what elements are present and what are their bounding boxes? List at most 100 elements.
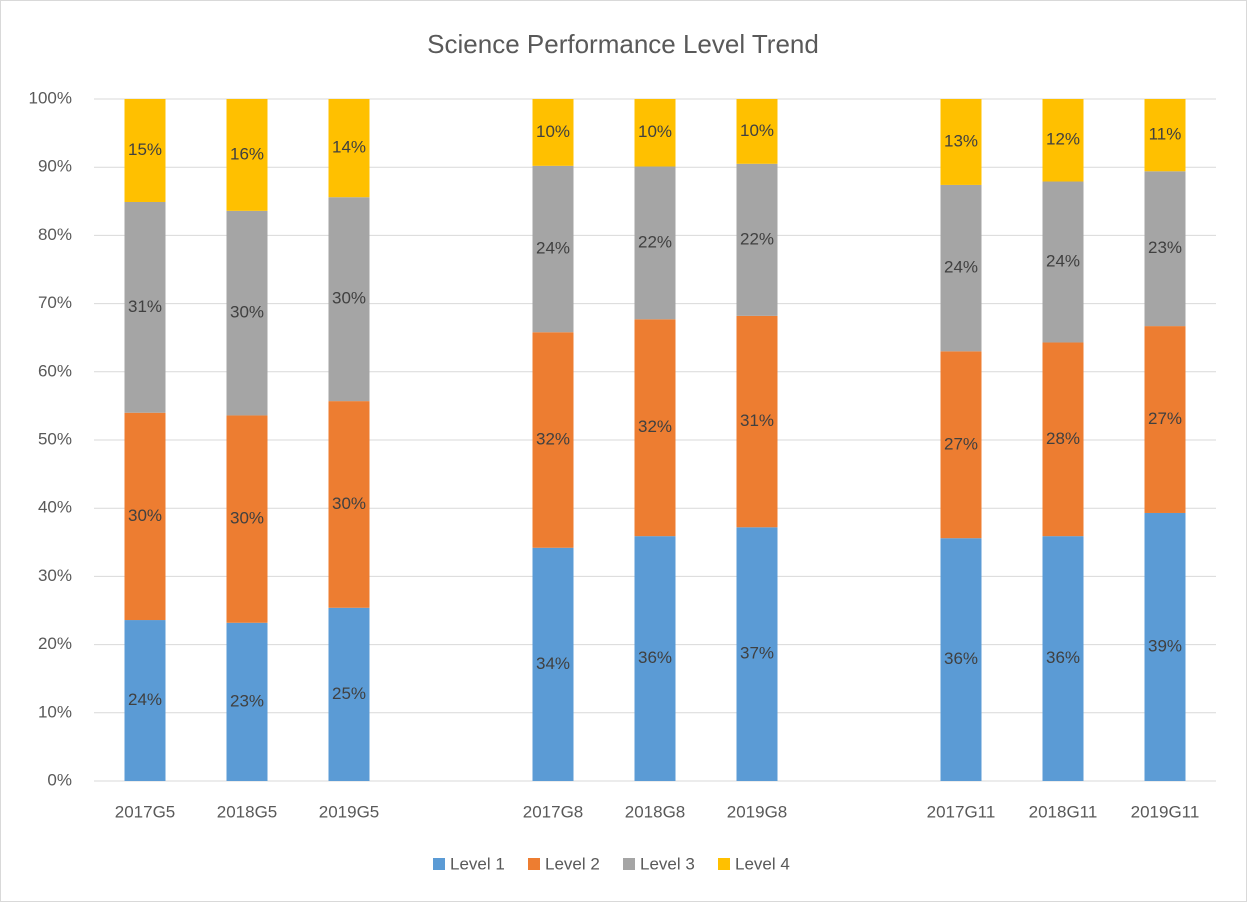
data-label: 15% xyxy=(128,140,162,159)
bar-segment xyxy=(124,620,166,781)
legend-label: Level 4 xyxy=(735,854,790,873)
data-label: 14% xyxy=(332,138,366,157)
data-label: 30% xyxy=(128,506,162,525)
bar-segment xyxy=(328,197,370,402)
bar-segment xyxy=(226,210,268,416)
bar-segment xyxy=(226,99,268,211)
data-label: 10% xyxy=(536,122,570,141)
legend-label: Level 3 xyxy=(640,854,695,873)
bar-segment xyxy=(328,607,370,781)
bar-segment xyxy=(532,99,574,166)
data-label: 30% xyxy=(332,289,366,308)
data-label: 12% xyxy=(1046,130,1080,149)
data-label: 27% xyxy=(944,434,978,453)
data-label: 36% xyxy=(944,649,978,668)
data-label: 27% xyxy=(1148,409,1182,428)
data-label: 23% xyxy=(230,691,264,710)
legend-swatch xyxy=(528,858,540,870)
bar-segment xyxy=(532,165,574,333)
y-tick-label: 90% xyxy=(38,157,72,176)
data-label: 10% xyxy=(740,121,774,140)
bar-segment xyxy=(1042,342,1084,537)
data-label: 37% xyxy=(740,644,774,663)
bar-segment xyxy=(328,99,370,198)
bar-segment xyxy=(1144,326,1186,513)
bar-segment xyxy=(124,412,166,621)
data-label: 31% xyxy=(740,411,774,430)
data-label: 30% xyxy=(230,509,264,528)
y-tick-label: 30% xyxy=(38,566,72,585)
x-tick-label: 2017G5 xyxy=(115,802,176,821)
x-tick-label: 2018G11 xyxy=(1029,802,1098,821)
data-label: 24% xyxy=(944,258,978,277)
chart-title: Science Performance Level Trend xyxy=(427,29,819,59)
data-label: 23% xyxy=(1148,238,1182,257)
legend-swatch xyxy=(433,858,445,870)
bar-segment xyxy=(940,184,982,352)
bar-segment xyxy=(634,99,676,167)
bar-segment xyxy=(940,99,982,185)
bar-segment xyxy=(634,536,676,781)
bar-segment xyxy=(736,163,778,316)
y-tick-label: 40% xyxy=(38,498,72,517)
bar-segment xyxy=(634,319,676,537)
y-tick-label: 80% xyxy=(38,225,72,244)
bar-segment xyxy=(1144,99,1186,172)
legend-swatch xyxy=(718,858,730,870)
bar-segment xyxy=(940,538,982,781)
x-tick-label: 2018G8 xyxy=(625,802,686,821)
x-tick-label: 2019G8 xyxy=(727,802,788,821)
data-label: 10% xyxy=(638,122,672,141)
data-label: 28% xyxy=(1046,429,1080,448)
data-label: 36% xyxy=(1046,648,1080,667)
x-tick-label: 2017G8 xyxy=(523,802,584,821)
bar-segment xyxy=(736,527,778,781)
bar-segment xyxy=(1144,512,1186,781)
y-tick-label: 50% xyxy=(38,429,72,448)
bar-segment xyxy=(1144,171,1186,327)
y-tick-label: 60% xyxy=(38,361,72,380)
bar-segment xyxy=(1042,99,1084,182)
data-label: 13% xyxy=(944,131,978,150)
bar-segment xyxy=(1042,181,1084,343)
x-tick-label: 2017G11 xyxy=(927,802,996,821)
bar-segment xyxy=(1042,536,1084,781)
bar-segment xyxy=(532,332,574,548)
bar-segment xyxy=(634,166,676,320)
bar-segment xyxy=(124,201,166,413)
legend-label: Level 1 xyxy=(450,854,505,873)
data-label: 32% xyxy=(638,417,672,436)
data-label: 39% xyxy=(1148,636,1182,655)
data-label: 25% xyxy=(332,684,366,703)
legend-swatch xyxy=(623,858,635,870)
y-tick-label: 100% xyxy=(29,88,72,107)
bar-segment xyxy=(124,99,166,202)
y-tick-label: 10% xyxy=(38,702,72,721)
data-label: 36% xyxy=(638,648,672,667)
bar-segment xyxy=(736,315,778,528)
bar-segment xyxy=(736,99,778,164)
data-label: 31% xyxy=(128,297,162,316)
y-tick-label: 0% xyxy=(47,770,72,789)
data-label: 22% xyxy=(638,232,672,251)
y-tick-label: 70% xyxy=(38,293,72,312)
x-tick-label: 2018G5 xyxy=(217,802,278,821)
bar-segment xyxy=(940,351,982,539)
data-label: 16% xyxy=(230,144,264,163)
y-tick-label: 20% xyxy=(38,634,72,653)
data-label: 22% xyxy=(740,229,774,248)
bar-segment xyxy=(328,401,370,608)
x-tick-label: 2019G5 xyxy=(319,802,380,821)
legend-label: Level 2 xyxy=(545,854,600,873)
data-label: 32% xyxy=(536,429,570,448)
data-label: 34% xyxy=(536,654,570,673)
data-label: 30% xyxy=(230,303,264,322)
bar-segment xyxy=(532,547,574,781)
x-tick-label: 2019G11 xyxy=(1131,802,1200,821)
bar-segment xyxy=(226,622,268,781)
data-label: 24% xyxy=(1046,251,1080,270)
data-label: 30% xyxy=(332,494,366,513)
data-label: 24% xyxy=(536,239,570,258)
